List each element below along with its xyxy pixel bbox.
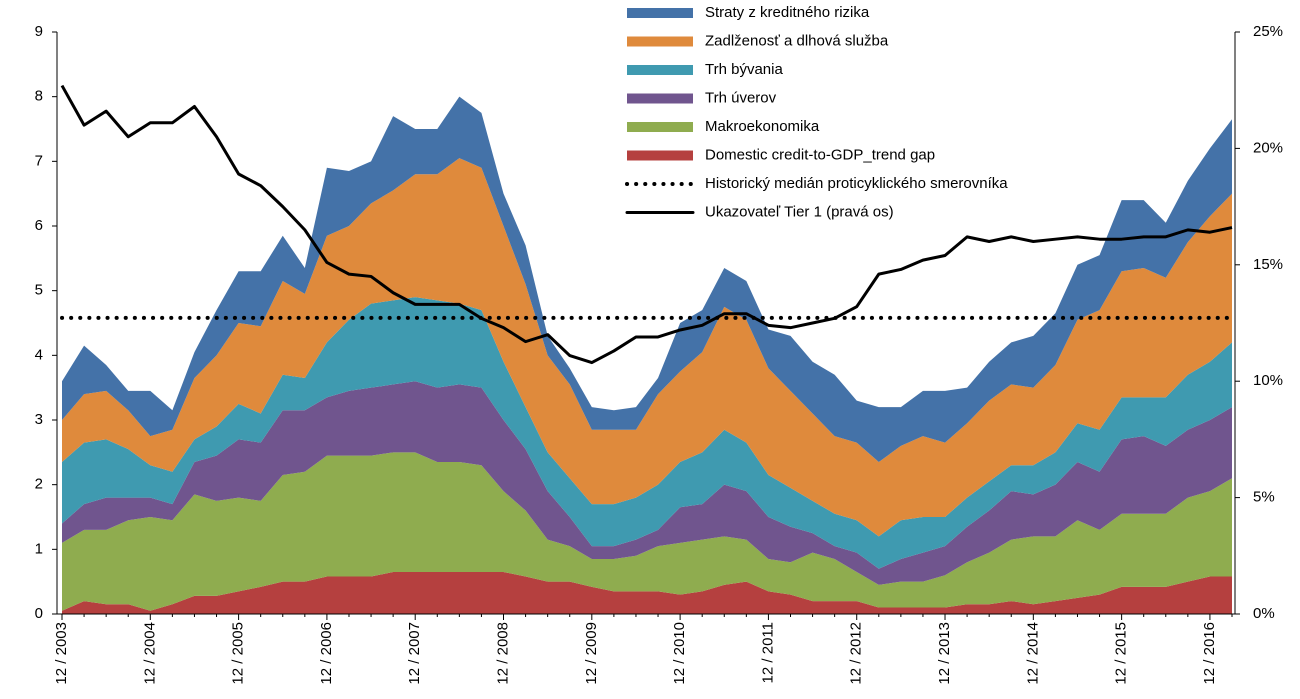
legend-label: Trh úverov — [705, 89, 777, 106]
area — [62, 158, 1232, 537]
legend-label: Trh bývania — [705, 61, 783, 78]
x-tick-label: 12 / 2014 — [1024, 622, 1041, 685]
x-tick-label: 12 / 2013 — [936, 622, 953, 685]
x-tick-label: 12 / 2015 — [1113, 622, 1130, 685]
line — [60, 84, 1233, 365]
legend-swatch — [627, 36, 693, 47]
y2-tick-label: 15% — [1253, 256, 1283, 273]
y-tick-label: 0 — [35, 605, 43, 622]
x-tick-label: 12 / 2006 — [318, 622, 335, 685]
y-tick-label: 6 — [35, 217, 43, 234]
y2-tick-label: 0% — [1253, 605, 1275, 622]
x-tick-label: 12 / 2008 — [494, 622, 511, 685]
legend-label: Zadlženosť a dlhová služba — [705, 32, 889, 49]
legend-label: Ukazovateľ Tier 1 (pravá os) — [705, 203, 894, 220]
y-tick-label: 3 — [35, 411, 43, 428]
x-tick-label: 12 / 2011 — [759, 622, 776, 683]
legend-swatch — [627, 8, 693, 18]
y-tick-label: 2 — [35, 476, 43, 493]
y-tick-label: 7 — [35, 152, 43, 169]
x-tick-label: 12 / 2012 — [848, 622, 865, 685]
x-tick-label: 12 / 2003 — [53, 622, 70, 685]
area — [62, 452, 1232, 611]
y2-tick-label: 5% — [1253, 489, 1275, 506]
legend-swatch — [627, 122, 693, 132]
y-tick-label: 8 — [35, 88, 43, 105]
area — [62, 381, 1232, 585]
y-tick-label: 5 — [35, 282, 43, 299]
x-tick-label: 12 / 2007 — [406, 622, 423, 685]
x-tick-label: 12 / 2005 — [230, 622, 247, 685]
x-tick-label: 12 / 2016 — [1201, 622, 1218, 685]
legend-label: Makroekonomika — [705, 118, 820, 135]
legend-swatch — [627, 65, 693, 75]
y2-tick-label: 25% — [1253, 23, 1283, 40]
legend-label: Historický medián proticyklického smerov… — [705, 175, 1008, 192]
area — [62, 96, 1232, 463]
y-tick-label: 9 — [35, 23, 43, 40]
y2-tick-label: 20% — [1253, 139, 1283, 156]
legend-swatch — [627, 93, 693, 104]
y-tick-label: 1 — [35, 540, 43, 557]
y-tick-label: 4 — [35, 346, 43, 363]
x-tick-label: 12 / 2009 — [583, 622, 600, 685]
x-tick-label: 12 / 2004 — [141, 622, 158, 685]
legend-swatch — [627, 150, 693, 161]
legend-label: Domestic credit-to-GDP_trend gap — [705, 146, 935, 163]
x-tick-label: 12 / 2010 — [671, 622, 688, 685]
legend-label: Straty z kreditného rizika — [705, 4, 870, 21]
area — [62, 571, 1232, 614]
y2-tick-label: 10% — [1253, 372, 1283, 389]
area — [62, 297, 1232, 569]
